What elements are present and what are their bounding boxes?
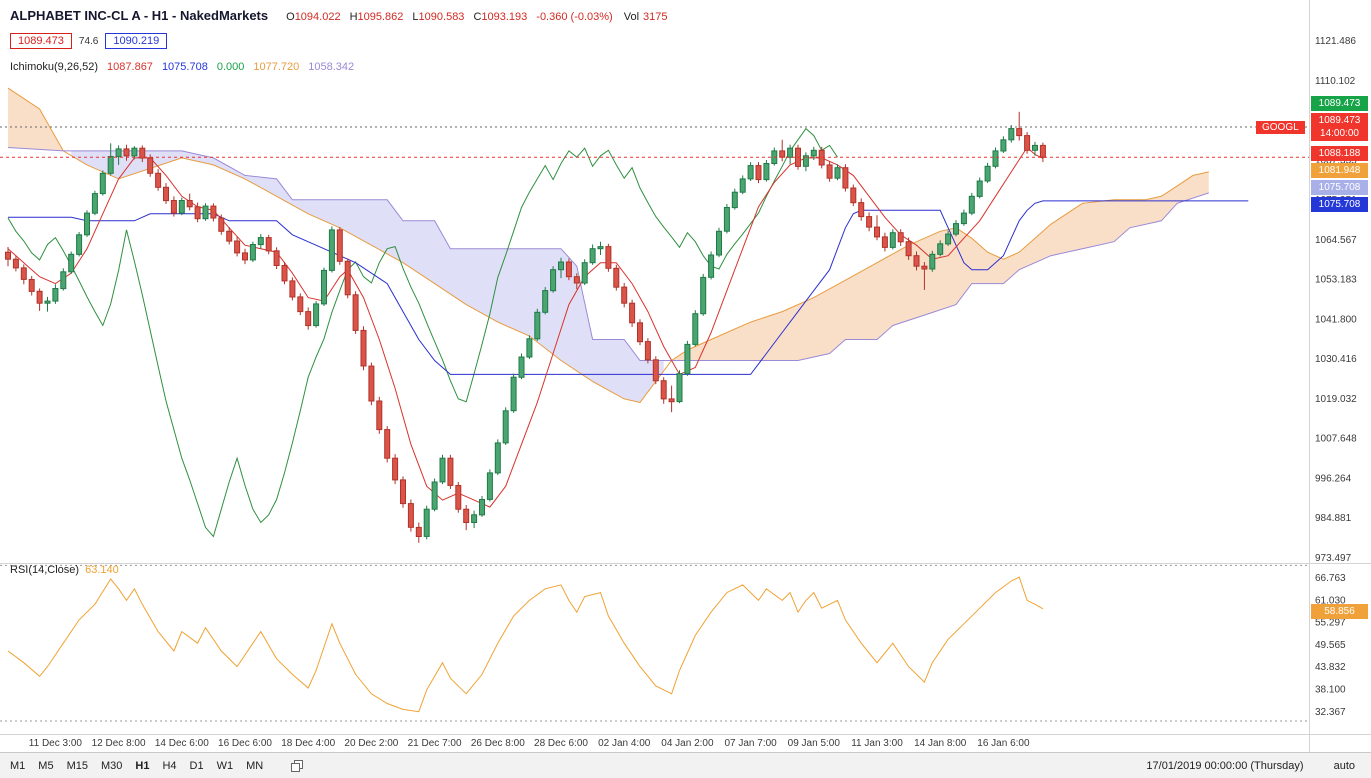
svg-text:11 Jan 3:00: 11 Jan 3:00	[851, 738, 903, 749]
close-value: 1093.193	[481, 11, 528, 23]
senkou-b-badge: 1075.708	[1311, 180, 1368, 195]
svg-text:1041.800: 1041.800	[1315, 314, 1357, 325]
svg-text:09 Jan 5:00: 09 Jan 5:00	[788, 738, 841, 749]
timeframe-h4[interactable]: H4	[162, 759, 177, 772]
timeframe-m15[interactable]: M15	[66, 759, 88, 772]
svg-text:02 Jan 4:00: 02 Jan 4:00	[598, 738, 651, 749]
svg-text:984.881: 984.881	[1315, 513, 1352, 524]
change-value: -0.360 (-0.03%)	[536, 11, 613, 23]
ichimoku-cloud	[8, 88, 1209, 403]
svg-text:18 Dec 4:00: 18 Dec 4:00	[281, 738, 335, 749]
timeframe-m30[interactable]: M30	[100, 759, 123, 772]
kijun-badge: 1075.708	[1311, 197, 1368, 212]
symbol-tag: GOOGL	[1256, 121, 1305, 134]
svg-text:26 Dec 8:00: 26 Dec 8:00	[471, 738, 525, 749]
svg-text:04 Jan 2:00: 04 Jan 2:00	[661, 738, 714, 749]
ichimoku-senkou-b-value: 1058.342	[308, 61, 355, 73]
svg-text:16 Jan 6:00: 16 Jan 6:00	[977, 738, 1030, 749]
high-label: H	[349, 11, 358, 23]
time-axis[interactable]: 11 Dec 3:00 12 Dec 8:00 14 Dec 6:00 16 Dec …	[29, 738, 1030, 749]
timeframe-m1[interactable]: M1	[10, 759, 26, 772]
rsi-value-badge: 58.856	[1311, 604, 1368, 619]
svg-text:28 Dec 6:00: 28 Dec 6:00	[534, 738, 588, 749]
high-value: 1095.862	[357, 11, 404, 23]
svg-text:14 Jan 8:00: 14 Jan 8:00	[914, 738, 967, 749]
candles	[5, 111, 1046, 543]
svg-text:1007.648: 1007.648	[1315, 434, 1357, 445]
bottom-toolbar: M1 M5 M15 M30 H1 H4 D1 W1 MN 17/01/2019 …	[0, 752, 1371, 778]
open-value: 1094.022	[294, 11, 341, 23]
svg-text:12 Dec 8:00: 12 Dec 8:00	[92, 738, 146, 749]
timeframe-w1[interactable]: W1	[216, 759, 234, 772]
svg-text:20 Dec 2:00: 20 Dec 2:00	[344, 738, 398, 749]
ichimoku-senkou-a-value: 1077.720	[253, 61, 300, 73]
timeframe-mn[interactable]: MN	[246, 759, 264, 772]
rsi-current-value: 63.140	[85, 564, 119, 576]
svg-text:11 Dec 3:00: 11 Dec 3:00	[29, 738, 83, 749]
price-level-lines	[0, 126, 1309, 158]
svg-text:1110.102: 1110.102	[1315, 76, 1356, 87]
svg-text:16 Dec 6:00: 16 Dec 6:00	[218, 738, 272, 749]
ichimoku-chikou-value: 0.000	[216, 61, 245, 73]
svg-text:07 Jan 7:00: 07 Jan 7:00	[724, 738, 777, 749]
ichimoku-name: Ichimoku(9,26,52)	[10, 61, 99, 73]
status-datetime: 17/01/2019 00:00:00 (Thursday)	[1146, 759, 1304, 772]
svg-text:1030.416: 1030.416	[1315, 354, 1357, 365]
symbol-badge-price: 1089.473	[1318, 115, 1361, 126]
svg-text:49.565: 49.565	[1315, 640, 1346, 651]
chart-title: ALPHABET INC-CL A - H1 - NakedMarkets	[10, 8, 269, 23]
low-value: 1090.583	[418, 11, 465, 23]
svg-text:61.030: 61.030	[1315, 595, 1346, 606]
ask-price-box: 1090.219	[105, 33, 168, 49]
symbol-badge-time: 14:00:00	[1320, 128, 1359, 139]
svg-text:973.497: 973.497	[1315, 553, 1352, 564]
svg-text:1053.183: 1053.183	[1315, 275, 1357, 286]
svg-text:996.264: 996.264	[1315, 473, 1352, 484]
svg-text:66.763: 66.763	[1315, 573, 1346, 584]
timeframe-d1[interactable]: D1	[189, 759, 204, 772]
symbol-price-time-badge: 1089.473 14:00:00	[1311, 113, 1368, 141]
svg-text:55.297: 55.297	[1315, 618, 1346, 629]
volume-value: 3175	[643, 11, 668, 23]
svg-text:14 Dec 6:00: 14 Dec 6:00	[155, 738, 209, 749]
low-label: L	[412, 11, 419, 23]
senkou-a-badge: 1081.948	[1311, 163, 1368, 178]
rsi-name: RSI(14,Close)	[10, 564, 80, 576]
svg-text:1121.486: 1121.486	[1315, 36, 1356, 47]
ichimoku-tenkan-value: 1087.867	[107, 61, 153, 73]
rsi-panel	[0, 564, 1309, 722]
close-label: C	[473, 11, 482, 23]
chart-header: ALPHABET INC-CL A - H1 - NakedMarkets O …	[10, 8, 677, 23]
ichimoku-kijun-value: 1075.708	[161, 61, 208, 73]
last-price-badge: 1088.188	[1311, 146, 1368, 161]
quote-row: 1089.473 74.6 1090.219	[10, 33, 168, 49]
auto-scale-toggle[interactable]: auto	[1333, 759, 1355, 772]
svg-text:43.832: 43.832	[1315, 662, 1346, 673]
svg-text:32.367: 32.367	[1315, 707, 1346, 718]
timeframe-h1[interactable]: H1	[135, 759, 150, 772]
panel-separators	[0, 0, 1371, 752]
spread-value: 74.6	[78, 35, 99, 47]
page-flip-icon[interactable]	[290, 759, 304, 773]
svg-text:38.100: 38.100	[1315, 685, 1346, 696]
rsi-legend: RSI(14,Close) 63.140	[10, 564, 119, 576]
svg-text:1019.032: 1019.032	[1315, 394, 1357, 405]
open-label: O	[286, 11, 295, 23]
bid-price-badge: 1089.473	[1311, 96, 1368, 111]
timeframe-m5[interactable]: M5	[38, 759, 54, 772]
svg-text:1064.567: 1064.567	[1315, 235, 1357, 246]
svg-text:21 Dec 7:00: 21 Dec 7:00	[408, 738, 462, 749]
bid-price-box: 1089.473	[10, 33, 72, 49]
indicator-legend: Ichimoku(9,26,52) 1087.867 1075.708 0.00…	[10, 61, 354, 73]
chart-canvas[interactable]: 1121.4861110.1021098.7191087.3351075.951…	[0, 0, 1371, 752]
volume-label: Vol	[623, 11, 640, 23]
